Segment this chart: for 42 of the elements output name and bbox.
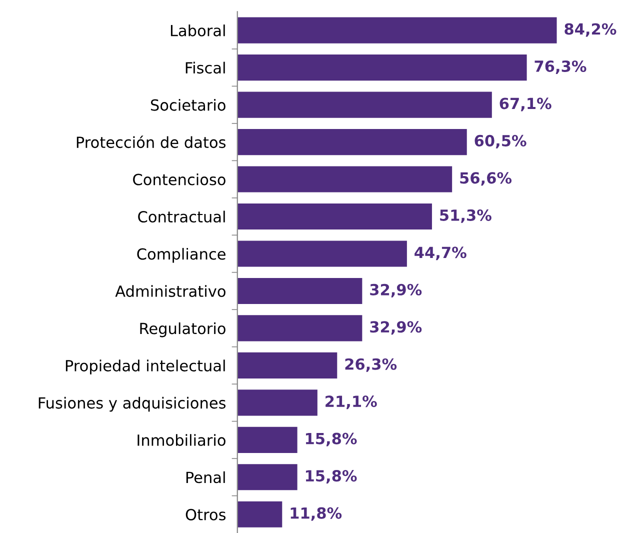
data-label: 32,9%: [370, 321, 422, 335]
y-tick-label: Propiedad intelectual: [66, 360, 225, 374]
y-tick-label: Otros: [186, 508, 226, 520]
bar: [237, 464, 298, 490]
data-label: 76,3%: [534, 60, 586, 74]
y-tick-label: Contractual: [138, 210, 225, 223]
y-tick-label: Regulatorio: [140, 322, 226, 338]
bar: [237, 352, 338, 378]
y-tick-label: Contencioso: [133, 173, 226, 186]
bar: [237, 166, 452, 192]
y-tick-label: Fusiones y adquisiciones: [38, 396, 226, 412]
y-tick-label: Inmobiliario: [138, 434, 226, 446]
bar: [237, 501, 282, 528]
data-label: 44,7%: [414, 246, 466, 260]
bar: [237, 315, 362, 342]
data-label: 67,1%: [500, 98, 552, 112]
data-label: 51,3%: [440, 209, 492, 223]
bar: [237, 54, 527, 81]
data-label: 32,9%: [370, 284, 422, 298]
bar: [237, 390, 318, 416]
bar: [237, 129, 467, 156]
bar: [237, 203, 432, 230]
data-label: 26,3%: [345, 358, 397, 372]
data-label: 84,2%: [564, 23, 616, 37]
bar: [237, 240, 407, 267]
y-tick-label: Fiscal: [186, 62, 225, 74]
data-label: 11,8%: [290, 507, 342, 521]
bar: [237, 92, 492, 118]
y-tick-label: Laboral: [170, 24, 225, 36]
data-label: 60,5%: [474, 134, 526, 148]
bar: [237, 426, 298, 453]
y-tick-label: Penal: [186, 471, 225, 484]
bar: [237, 278, 362, 304]
y-tick-label: Compliance: [137, 248, 226, 263]
data-label: 15,8%: [306, 432, 357, 446]
data-label: 15,8%: [306, 470, 357, 484]
data-label: 56,6%: [460, 172, 512, 186]
y-tick-label: Societario: [150, 99, 226, 111]
bar: [237, 17, 557, 44]
y-tick-label: Administrativo: [115, 285, 226, 297]
data-label: 21,1%: [326, 396, 377, 410]
y-tick-label: Protección de datos: [76, 136, 226, 148]
